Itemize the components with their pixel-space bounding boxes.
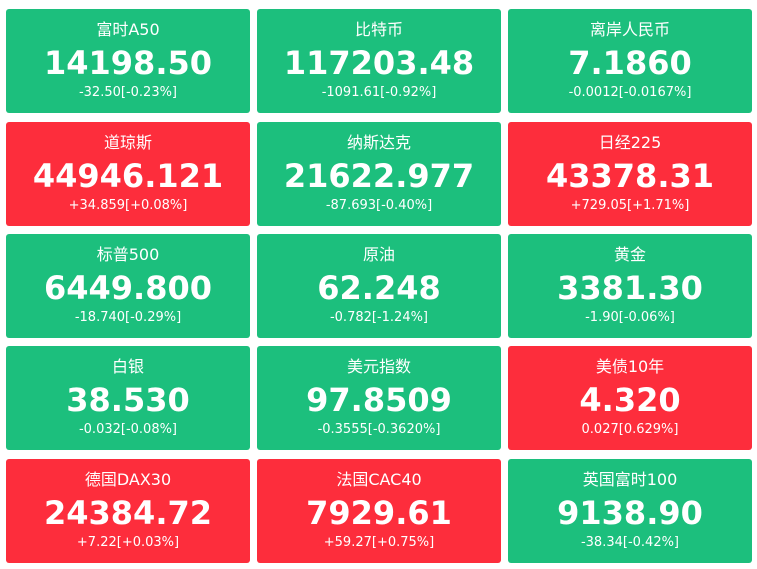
quote-change: 0.027[0.629%] — [581, 422, 679, 437]
quote-price: 6449.800 — [43, 269, 212, 307]
quote-name: 法国CAC40 — [336, 470, 422, 489]
quote-change: -0.782[-1.24%] — [329, 310, 429, 325]
quote-name: 离岸人民币 — [589, 20, 670, 39]
quote-tile-germany-dax30[interactable]: 德国DAX30 24384.72 +7.22[+0.03%] — [6, 459, 250, 563]
quote-change: -1.90[-0.06%] — [585, 310, 675, 325]
quote-change: -0.3555[-0.3620%] — [317, 422, 441, 437]
quote-price: 43378.31 — [545, 157, 714, 195]
quote-change: +59.27[+0.75%] — [323, 535, 435, 550]
quote-change: -1091.61[-0.92%] — [321, 85, 437, 100]
quote-name: 德国DAX30 — [84, 470, 172, 489]
quote-price: 117203.48 — [283, 44, 475, 82]
quote-tile-france-cac40[interactable]: 法国CAC40 7929.61 +59.27[+0.75%] — [257, 459, 501, 563]
quote-tile-silver[interactable]: 白银 38.530 -0.032[-0.08%] — [6, 346, 250, 450]
quote-price: 44946.121 — [32, 157, 224, 195]
quote-name: 美债10年 — [595, 357, 665, 376]
quote-tile-ftse-china-a50[interactable]: 富时A50 14198.50 -32.50[-0.23%] — [6, 9, 250, 113]
quote-tile-dollar-index[interactable]: 美元指数 97.8509 -0.3555[-0.3620%] — [257, 346, 501, 450]
quote-price: 97.8509 — [306, 381, 452, 419]
quote-change: +34.859[+0.08%] — [68, 198, 188, 213]
quote-price: 38.530 — [66, 381, 190, 419]
quote-price: 21622.977 — [283, 157, 475, 195]
quote-name: 道琼斯 — [103, 133, 152, 152]
quote-tile-nikkei-225[interactable]: 日经225 43378.31 +729.05[+1.71%] — [508, 122, 752, 226]
quote-tile-uk-ftse100[interactable]: 英国富时100 9138.90 -38.34[-0.42%] — [508, 459, 752, 563]
quote-tile-dow-jones[interactable]: 道琼斯 44946.121 +34.859[+0.08%] — [6, 122, 250, 226]
quote-name: 白银 — [111, 357, 144, 376]
quote-price: 14198.50 — [43, 44, 212, 82]
quote-name: 美元指数 — [346, 357, 411, 376]
quote-tile-bitcoin[interactable]: 比特币 117203.48 -1091.61[-0.92%] — [257, 9, 501, 113]
quote-change: +729.05[+1.71%] — [570, 198, 690, 213]
quote-tile-nasdaq[interactable]: 纳斯达克 21622.977 -87.693[-0.40%] — [257, 122, 501, 226]
quote-change: -18.740[-0.29%] — [74, 310, 182, 325]
quote-change: +7.22[+0.03%] — [76, 535, 180, 550]
quote-price: 3381.30 — [557, 269, 703, 307]
quote-name: 标普500 — [96, 245, 160, 264]
quote-price: 4.320 — [579, 381, 681, 419]
quote-change: -0.0012[-0.0167%] — [568, 85, 692, 100]
quote-name: 富时A50 — [96, 20, 160, 39]
quote-price: 9138.90 — [557, 494, 703, 532]
quote-tile-gold[interactable]: 黄金 3381.30 -1.90[-0.06%] — [508, 234, 752, 338]
quote-change: -32.50[-0.23%] — [78, 85, 178, 100]
quote-change: -38.34[-0.42%] — [580, 535, 680, 550]
quote-name: 英国富时100 — [582, 470, 678, 489]
quote-price: 7.1860 — [568, 44, 692, 82]
quote-name: 比特币 — [354, 20, 403, 39]
quote-name: 日经225 — [598, 133, 662, 152]
quote-name: 原油 — [362, 245, 395, 264]
quote-price: 62.248 — [317, 269, 441, 307]
quote-price: 24384.72 — [43, 494, 212, 532]
quote-name: 纳斯达克 — [346, 133, 411, 152]
quote-change: -87.693[-0.40%] — [325, 198, 433, 213]
quote-tile-us-10y-treasury[interactable]: 美债10年 4.320 0.027[0.629%] — [508, 346, 752, 450]
quote-change: -0.032[-0.08%] — [78, 422, 178, 437]
quote-tile-sp500[interactable]: 标普500 6449.800 -18.740[-0.29%] — [6, 234, 250, 338]
quote-name: 黄金 — [613, 245, 646, 264]
quote-tile-crude-oil[interactable]: 原油 62.248 -0.782[-1.24%] — [257, 234, 501, 338]
quote-tile-offshore-cny[interactable]: 离岸人民币 7.1860 -0.0012[-0.0167%] — [508, 9, 752, 113]
quote-price: 7929.61 — [306, 494, 452, 532]
